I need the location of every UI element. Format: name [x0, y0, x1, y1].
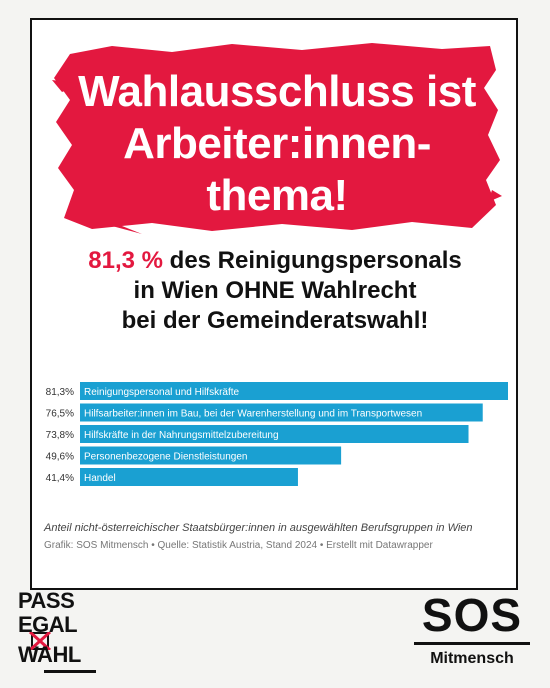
ballot-cross-icon	[28, 632, 52, 650]
logo-sos: SOS	[421, 589, 523, 641]
headline-line-2: Arbeiter:innen-	[123, 119, 431, 168]
bar-category-label: Hilfskräfte in der Nahrungsmittelzuberei…	[84, 430, 279, 441]
subheadline-line-2: in Wien OHNE Wahlrecht	[133, 277, 417, 304]
subheadline: 81,3 % des Reinigungspersonals in Wien O…	[40, 246, 510, 336]
logo-word-wahl: WAHL	[18, 642, 81, 667]
bar-value-label: 49,6%	[46, 452, 74, 463]
logo-word-pass: PASS	[18, 588, 75, 613]
logo-underline	[44, 670, 96, 673]
red-brush-stroke	[52, 43, 502, 234]
subheadline-line-1: 81,3 % des Reinigungspersonals	[40, 246, 510, 276]
sos-mitmensch-logo: SOS Mitmensch	[410, 590, 534, 674]
bar-chart: 81,3% Reinigungspersonal und Hilfskräfte 7…	[46, 382, 508, 486]
bar	[80, 425, 469, 443]
headline-line-3: thema!	[206, 171, 348, 220]
bar	[80, 403, 483, 422]
bar-category-label: Hilfsarbeiter:innen im Bau, bei der Ware…	[84, 409, 422, 420]
bar-value-label: 76,5%	[46, 409, 74, 420]
bar	[80, 446, 342, 465]
bar-value-label: 81,3%	[46, 387, 74, 398]
chart-credit: Grafik: SOS Mitmensch • Quelle: Statisti…	[44, 540, 433, 551]
highlight-percentage: 81,3 %	[88, 247, 163, 274]
bar-value-label: 73,8%	[46, 430, 74, 441]
subheadline-line-1-rest: des Reinigungspersonals	[162, 247, 462, 274]
logo-mitmensch: Mitmensch	[430, 650, 514, 667]
subheadline-line-3: bei der Gemeinderatswahl!	[121, 307, 429, 334]
headline-line-1: Wahlausschluss ist	[78, 67, 476, 116]
chart-note: Anteil nicht-österreichischer Staatsbürg…	[44, 522, 473, 534]
bar-category-label: Handel	[84, 473, 116, 484]
logo-rule	[414, 642, 530, 645]
bar-value-label: 41,4%	[46, 473, 74, 484]
pass-egal-wahl-logo: PASS EGAL WAHL	[14, 586, 96, 676]
headline: Wahlausschluss ist Arbeiter:innen- thema…	[52, 66, 502, 222]
bar	[80, 468, 298, 486]
logo-word-egal: EGAL	[18, 612, 78, 637]
bar	[80, 382, 508, 400]
bar-category-label: Personenbezogene Dienstleistungen	[84, 452, 247, 463]
bar-category-label: Reinigungspersonal und Hilfskräfte	[84, 387, 240, 398]
